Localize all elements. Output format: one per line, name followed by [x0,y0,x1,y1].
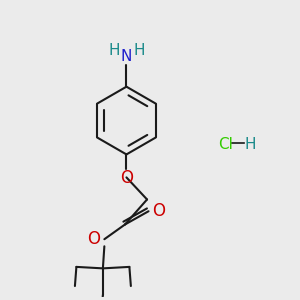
Text: O: O [88,230,100,247]
Text: O: O [120,169,133,188]
Text: H: H [108,43,120,58]
Text: Cl: Cl [218,136,232,152]
Text: H: H [245,136,256,152]
Text: N: N [121,49,132,64]
Text: O: O [152,202,165,220]
Text: H: H [133,43,145,58]
